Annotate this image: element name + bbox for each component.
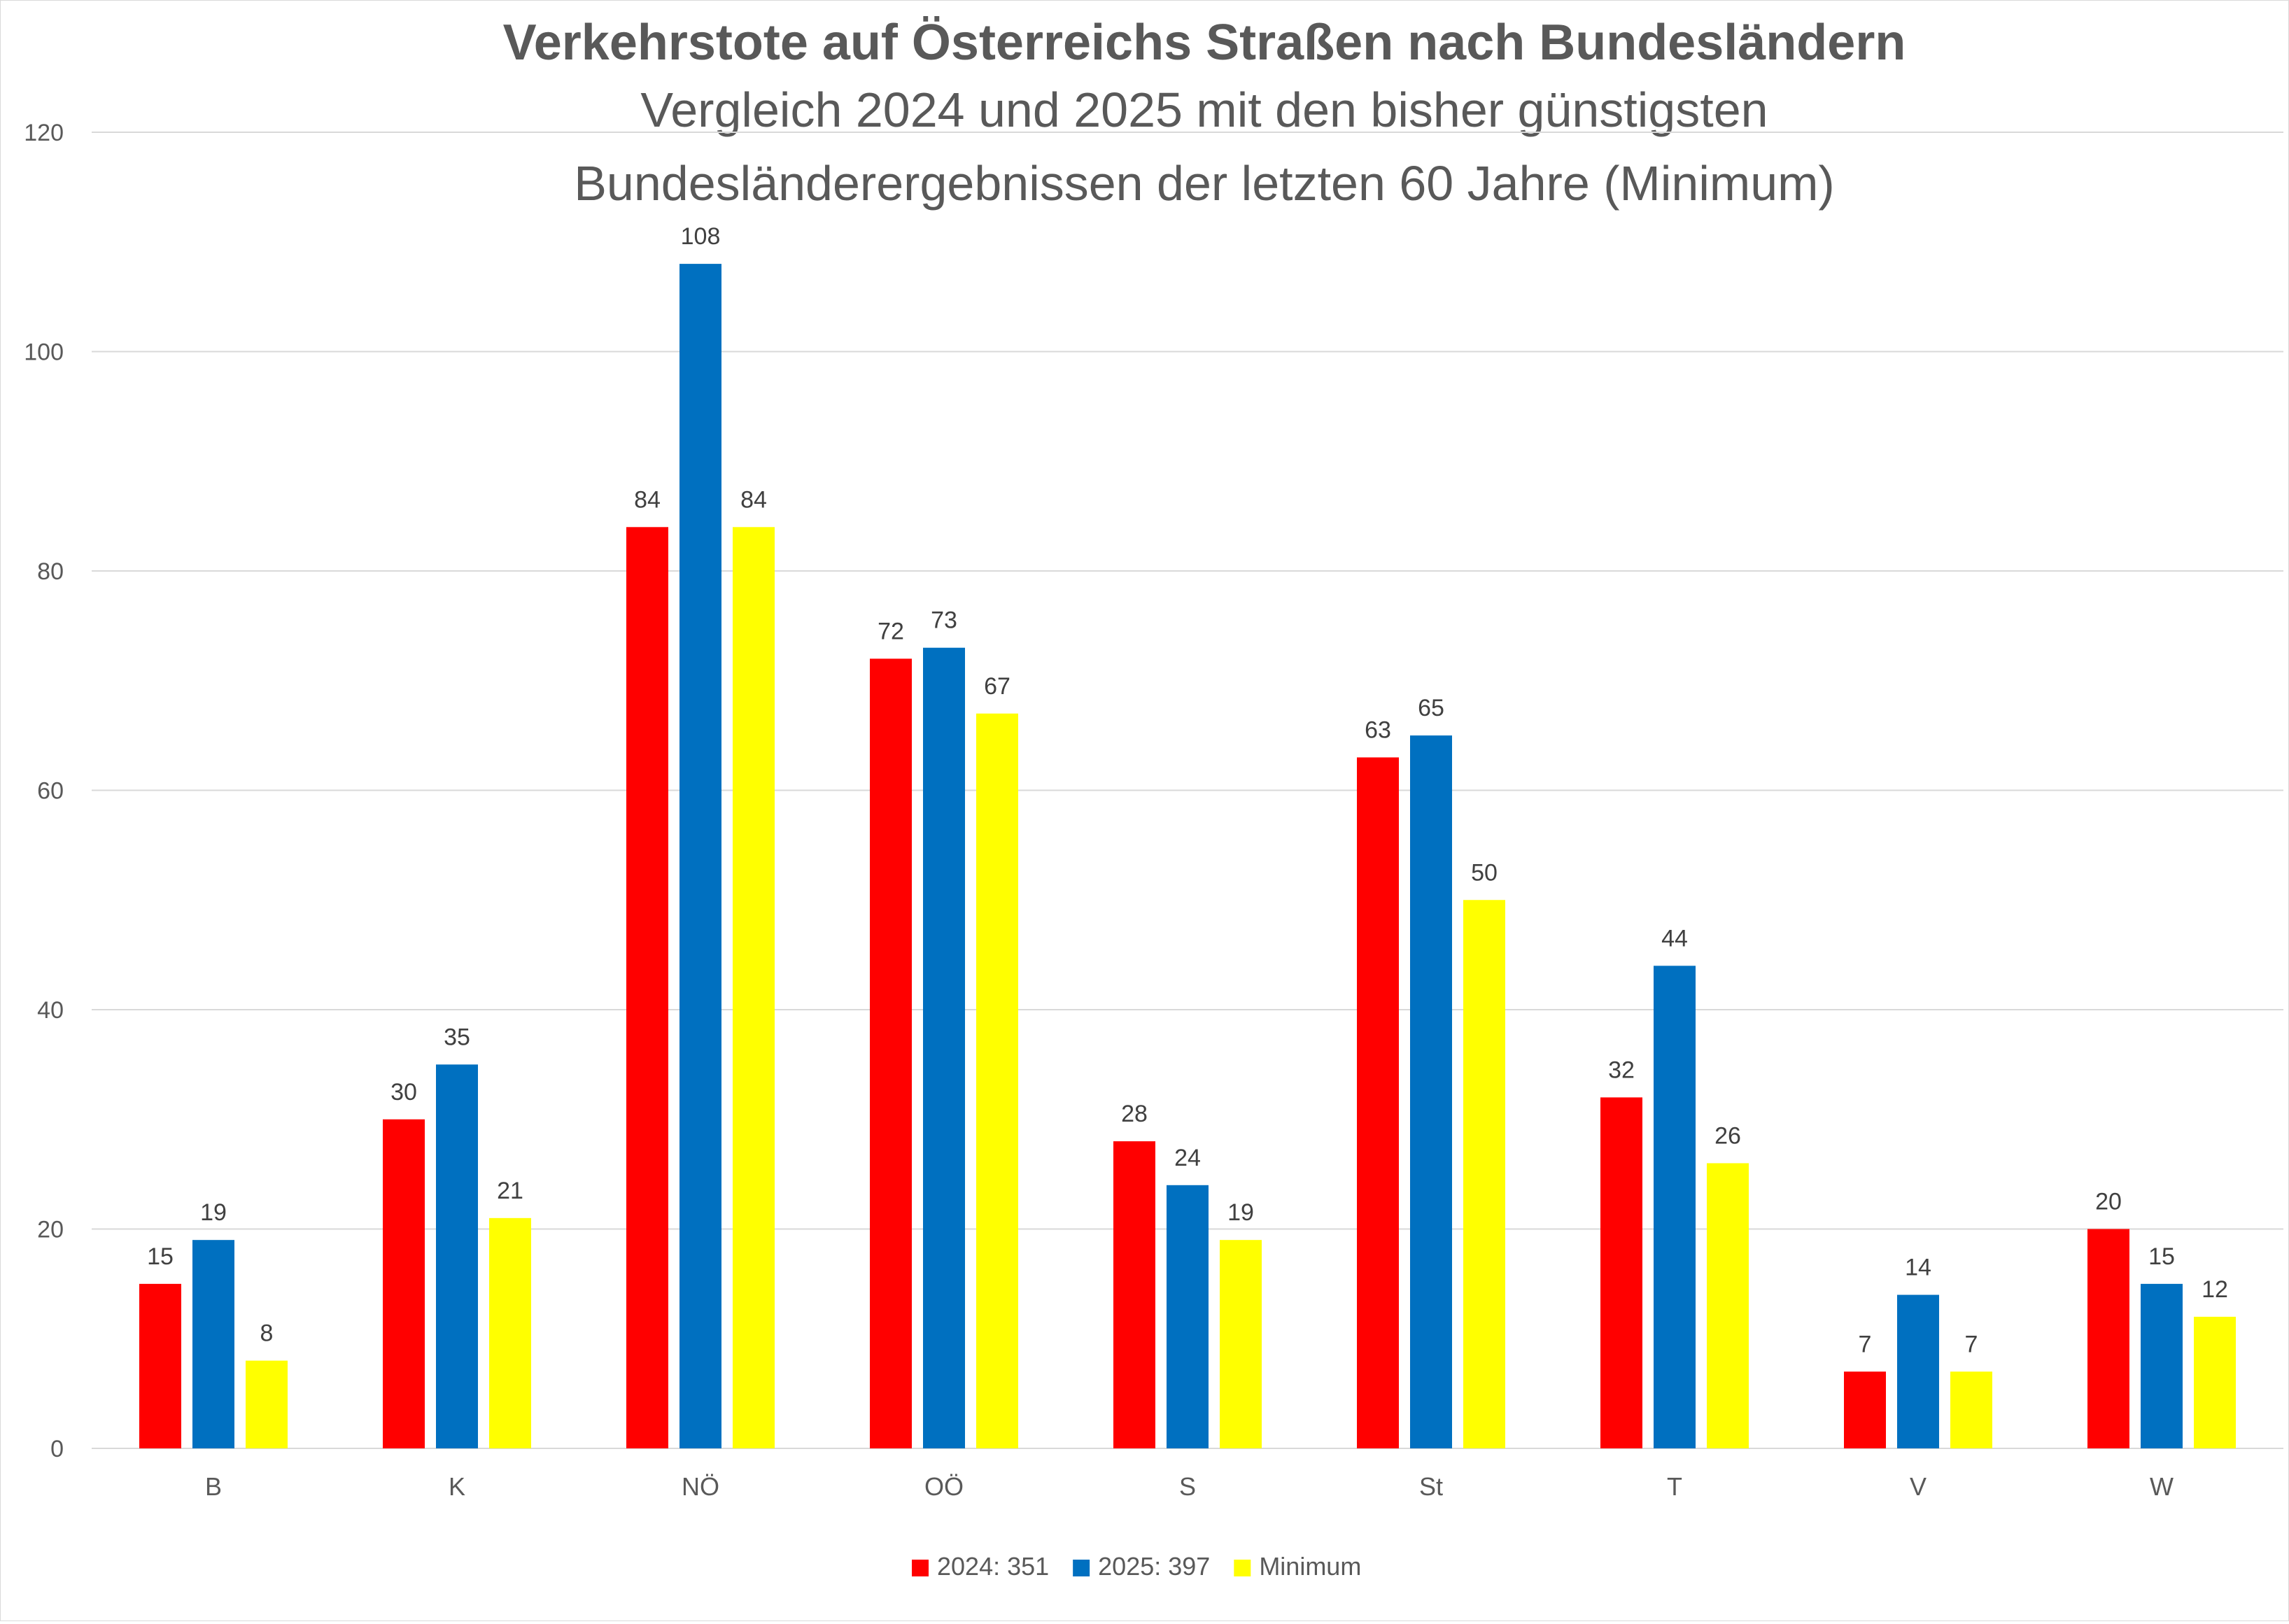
x-category-label: B	[205, 1472, 222, 1501]
bar-NÖ-series-2	[733, 527, 775, 1448]
bar-K-series-2	[489, 1217, 531, 1448]
data-labels: 15 19 8 30 35 21 84 108 84 72 73 67 28 24 19 63 65 50 32 44…	[147, 223, 2228, 1357]
bar-S-series-0	[1113, 1141, 1155, 1448]
data-label: 14	[1905, 1255, 1931, 1281]
bar-V-series-0	[1844, 1371, 1886, 1448]
bar-V-series-2	[1950, 1371, 1992, 1448]
data-label: 84	[740, 486, 767, 513]
legend-label-0: 2024: 351	[937, 1552, 1049, 1581]
y-tick-label: 20	[37, 1217, 64, 1243]
y-axis-ticks: 0 20 40 60 80 100 120	[24, 120, 64, 1462]
data-label: 35	[444, 1024, 470, 1050]
x-category-label: T	[1667, 1472, 1682, 1501]
data-label: 7	[1859, 1331, 1872, 1357]
chart-subtitle-line-1: Vergleich 2024 und 2025 mit den bisher g…	[640, 83, 1768, 137]
data-label: 28	[1121, 1101, 1148, 1127]
bar-St-series-1	[1410, 735, 1452, 1448]
x-axis-categories: B K NÖ OÖ S St T V W	[205, 1472, 2174, 1501]
legend: 2024: 351 2025: 397 Minimum	[912, 1552, 1361, 1581]
data-label: 12	[2202, 1276, 2228, 1303]
data-label: 15	[147, 1243, 174, 1270]
bar-T-series-2	[1707, 1163, 1749, 1448]
data-label: 15	[2148, 1243, 2175, 1270]
y-tick-label: 60	[37, 778, 64, 805]
y-tick-label: 120	[24, 120, 64, 146]
data-label: 19	[200, 1199, 227, 1226]
legend-label-2: Minimum	[1259, 1552, 1361, 1581]
data-label: 73	[931, 607, 957, 634]
data-label: 8	[260, 1320, 274, 1347]
data-label: 20	[2095, 1189, 2122, 1215]
chart-title: Verkehrstote auf Österreichs Straßen nac…	[503, 15, 1906, 71]
data-label: 24	[1174, 1145, 1201, 1171]
bar-W-series-2	[2194, 1316, 2236, 1448]
x-category-label: W	[2150, 1472, 2174, 1501]
data-label: 32	[1608, 1057, 1635, 1083]
bar-T-series-0	[1600, 1097, 1642, 1448]
data-label: 72	[878, 618, 904, 644]
bars	[139, 264, 2236, 1449]
bar-S-series-2	[1220, 1240, 1262, 1448]
data-label: 30	[390, 1079, 417, 1106]
bar-V-series-1	[1897, 1294, 1939, 1448]
bar-NÖ-series-0	[626, 527, 668, 1448]
bar-St-series-2	[1463, 900, 1505, 1448]
data-label: 50	[1471, 859, 1498, 886]
legend-swatch-0	[912, 1560, 929, 1576]
legend-label-1: 2025: 397	[1098, 1552, 1210, 1581]
bar-K-series-1	[436, 1064, 478, 1448]
data-label: 19	[1227, 1199, 1254, 1226]
bar-B-series-2	[246, 1360, 288, 1448]
y-tick-label: 80	[37, 558, 64, 585]
data-label: 44	[1661, 925, 1688, 952]
x-category-label: St	[1419, 1472, 1443, 1501]
y-tick-label: 0	[50, 1436, 64, 1462]
bar-B-series-0	[139, 1283, 181, 1448]
data-label: 67	[984, 673, 1010, 700]
legend-swatch-2	[1234, 1560, 1251, 1576]
data-label: 108	[681, 223, 721, 250]
x-category-label: S	[1179, 1472, 1196, 1501]
chart-subtitle-line-2: Bundesländerergebnissen der letzten 60 J…	[574, 156, 1835, 211]
data-label: 7	[1965, 1331, 1978, 1357]
bar-St-series-0	[1357, 757, 1399, 1448]
bar-T-series-1	[1654, 966, 1696, 1448]
data-label: 84	[634, 486, 661, 513]
x-category-label: NÖ	[682, 1472, 719, 1501]
data-label: 65	[1418, 695, 1444, 721]
y-tick-label: 100	[24, 339, 64, 366]
bar-S-series-1	[1167, 1185, 1209, 1448]
bar-OÖ-series-0	[870, 658, 912, 1448]
bar-NÖ-series-1	[679, 264, 721, 1449]
bar-OÖ-series-2	[976, 713, 1018, 1448]
x-category-label: OÖ	[924, 1472, 964, 1501]
y-tick-label: 40	[37, 997, 64, 1024]
data-label: 21	[497, 1178, 523, 1204]
bar-B-series-1	[192, 1240, 234, 1448]
bar-W-series-0	[2087, 1229, 2129, 1448]
bar-OÖ-series-1	[923, 647, 965, 1448]
data-label: 63	[1365, 716, 1391, 743]
bar-W-series-1	[2141, 1283, 2183, 1448]
legend-swatch-1	[1073, 1560, 1090, 1576]
x-category-label: V	[1910, 1472, 1927, 1501]
data-label: 26	[1714, 1122, 1741, 1149]
bar-K-series-0	[383, 1119, 425, 1448]
x-category-label: K	[449, 1472, 465, 1501]
chart-title-group: Verkehrstote auf Österreichs Straßen nac…	[503, 15, 1906, 211]
